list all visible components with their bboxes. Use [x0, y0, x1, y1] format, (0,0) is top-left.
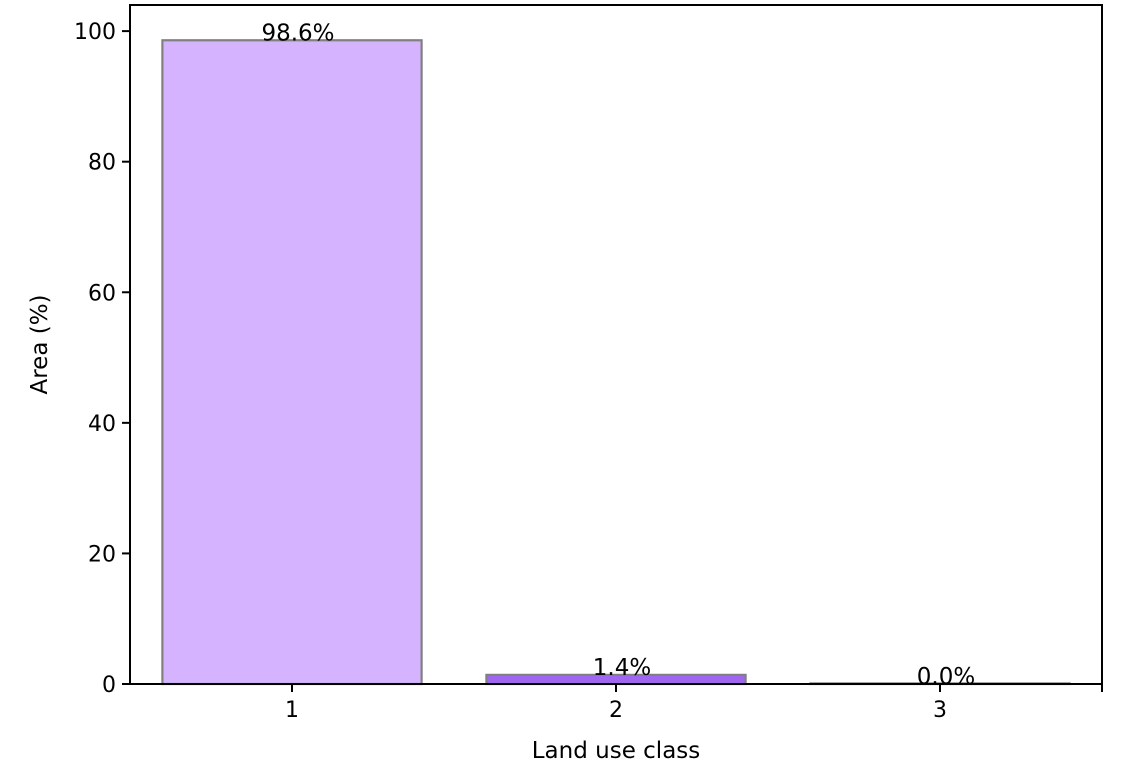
bar-class-1	[161, 39, 423, 686]
x-tick-label: 2	[609, 698, 623, 723]
y-tick-label: 80	[88, 151, 116, 176]
axes: 0 20 40 60 80 100 1 2 3	[74, 4, 1103, 723]
bar-value-label-3: 0.0%	[917, 664, 975, 690]
y-tick-label: 40	[88, 412, 116, 437]
plot-area: 98.6% 1.4% 0.0%	[161, 20, 1071, 690]
x-axis-title: Land use class	[532, 738, 701, 764]
bar-value-label-1: 98.6%	[261, 20, 334, 46]
y-tick-label: 100	[74, 20, 116, 45]
y-axis-title: Area (%)	[27, 294, 53, 394]
x-tick-label: 1	[285, 698, 299, 723]
x-tick-label: 3	[933, 698, 947, 723]
y-tick-label: 20	[88, 542, 116, 567]
bar-value-label-2: 1.4%	[593, 655, 651, 681]
y-tick-label: 0	[102, 673, 116, 698]
y-tick-label: 60	[88, 281, 116, 306]
